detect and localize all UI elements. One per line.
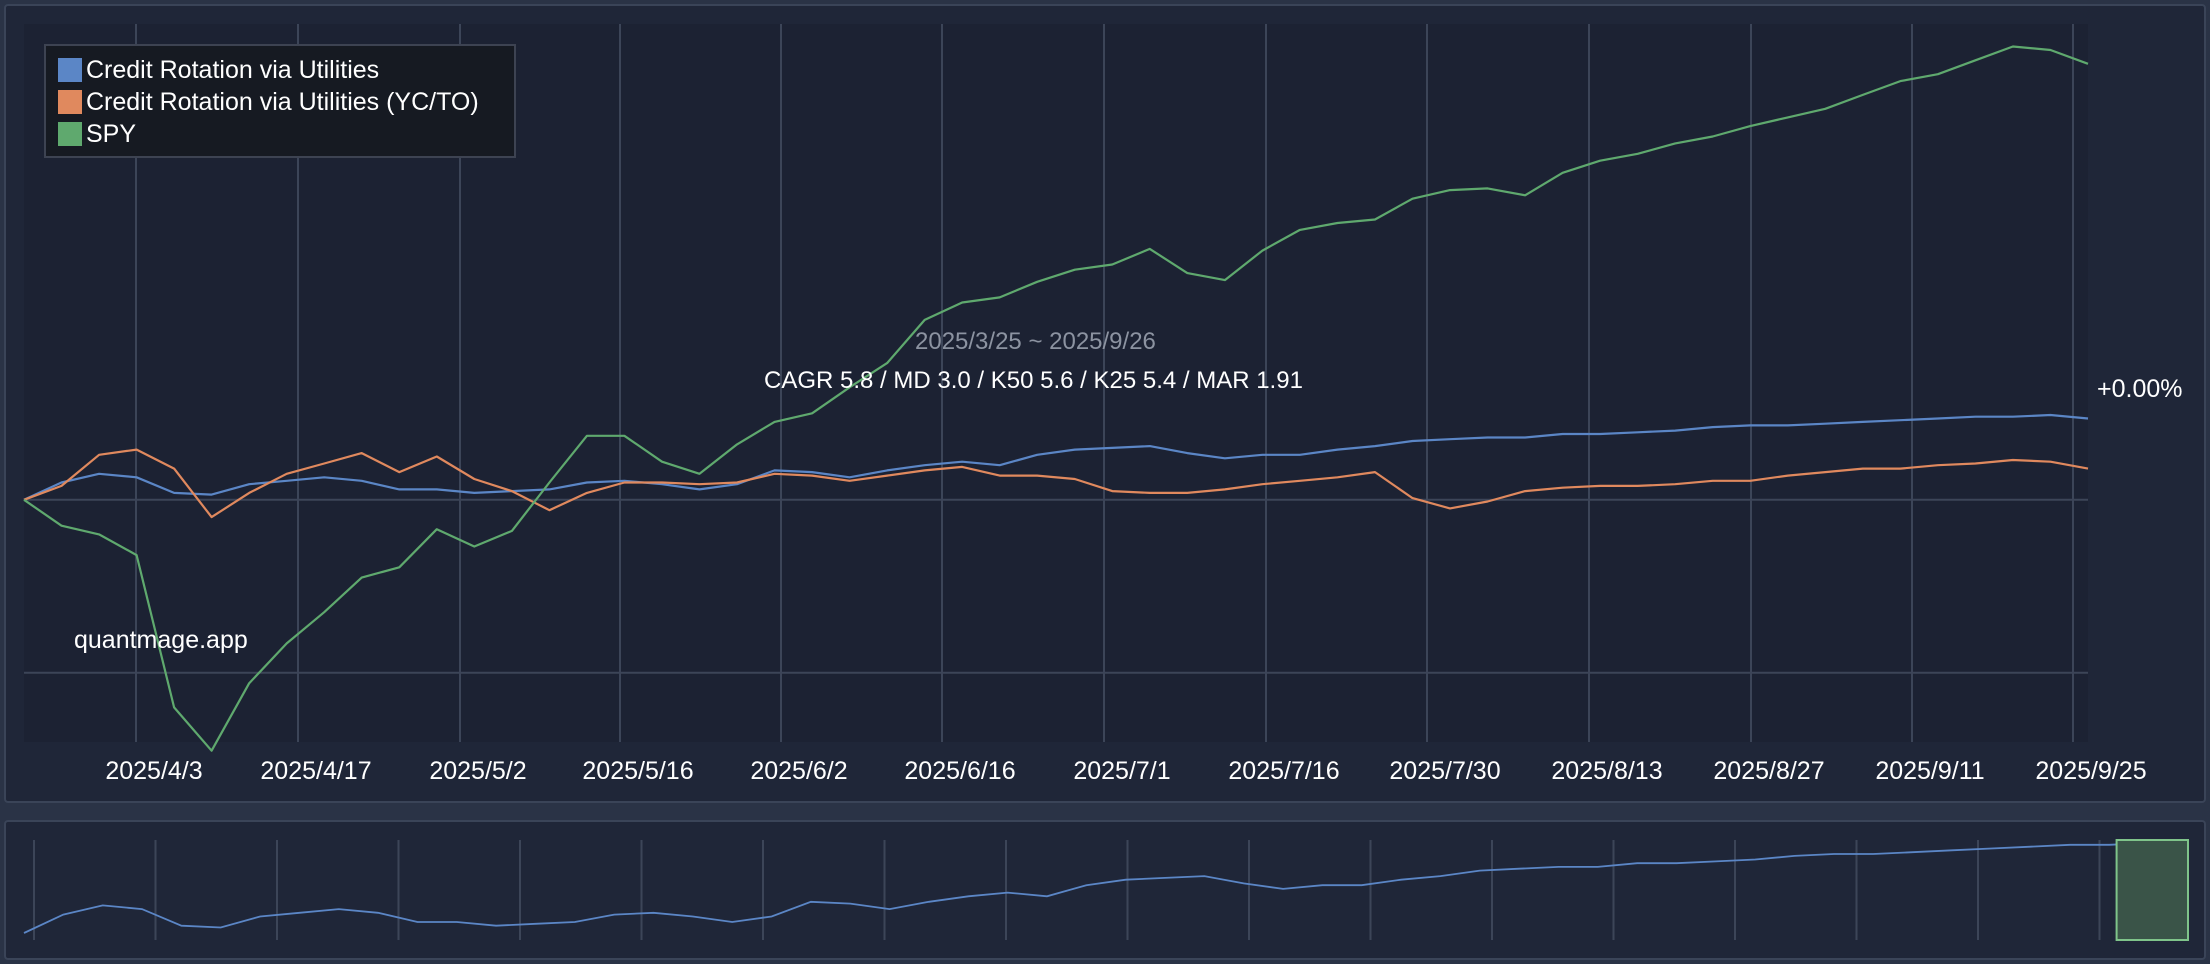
x-tick-label: 2025/6/16 [904,757,1015,785]
legend: Credit Rotation via Utilities Credit Rot… [44,44,516,158]
x-tick-label: 2025/8/27 [1713,757,1824,785]
x-tick-label: 2025/4/17 [260,757,371,785]
x-tick-label: 2025/7/30 [1389,757,1500,785]
x-tick-label: 2025/9/11 [1875,757,1984,785]
x-tick-label: 2025/7/1 [1073,757,1170,785]
legend-item-series-3[interactable]: SPY [58,118,514,150]
legend-label-series-1: Credit Rotation via Utilities [86,55,380,84]
x-tick-label: 2025/9/25 [2035,757,2146,785]
x-tick-label: 2025/5/16 [582,757,693,785]
navigator-panel[interactable] [4,820,2206,960]
navigator-selection-handle[interactable] [2115,839,2189,941]
y-axis-zero-label: +0.00% [2097,375,2183,403]
legend-swatch-series-3 [58,122,82,146]
date-range-label: 2025/3/25 ~ 2025/9/26 [915,328,1156,355]
watermark: quantmage.app [74,626,248,654]
x-tick-label: 2025/5/2 [429,757,526,785]
series-line-1 [23,413,2089,501]
legend-label-series-3: SPY [86,119,137,148]
legend-label-series-2: Credit Rotation via Utilities (YC/TO) [86,87,479,116]
x-tick-label: 2025/6/2 [750,757,847,785]
legend-item-series-2[interactable]: Credit Rotation via Utilities (YC/TO) [58,86,514,118]
legend-item-series-1[interactable]: Credit Rotation via Utilities [58,54,514,86]
x-tick-label: 2025/7/16 [1228,757,1339,785]
legend-swatch-series-2 [58,90,82,114]
x-tick-label: 2025/4/3 [105,757,202,785]
legend-swatch-series-1 [58,58,82,82]
stats-label: CAGR 5.8 / MD 3.0 / K50 5.6 / K25 5.4 / … [764,367,1303,394]
navigator-series-line [23,842,2189,934]
series-line-2 [23,448,2089,519]
series-line-3 [23,45,2089,752]
x-tick-label: 2025/8/13 [1551,757,1662,785]
